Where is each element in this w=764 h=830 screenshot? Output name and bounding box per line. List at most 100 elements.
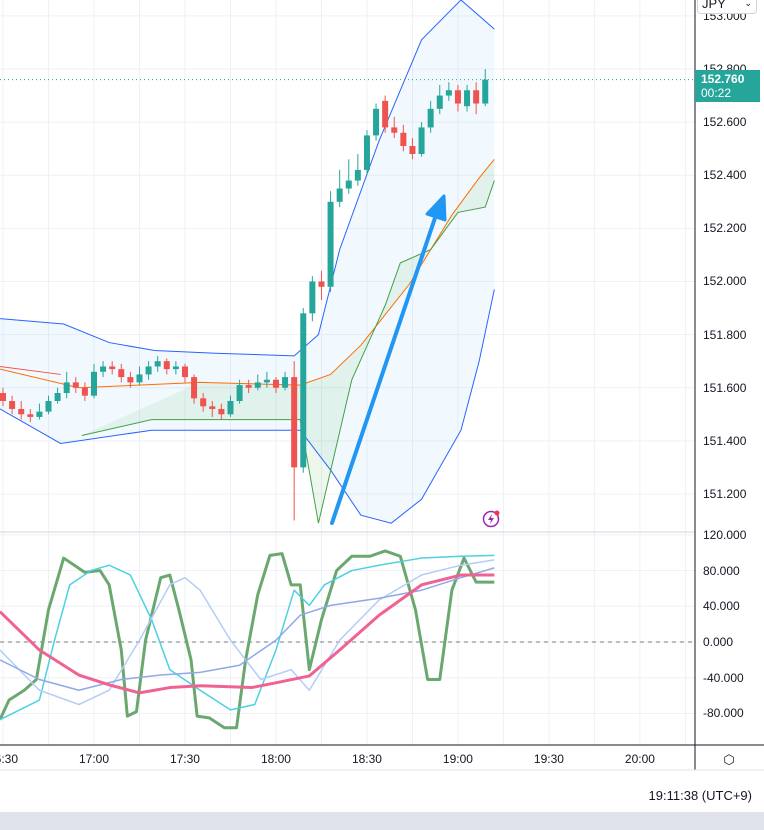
candle-body [482,79,489,104]
candle [172,361,179,375]
oscillator-tick-label: 40.000 [703,599,740,614]
candle [200,393,207,412]
candle [309,276,316,322]
candle [27,408,34,423]
candle [127,371,134,388]
candle-body [236,385,243,401]
candle-body [454,90,461,104]
oscillator-tick-label: 120.000 [703,527,747,542]
candle-body [63,382,70,394]
candle-body [473,90,480,104]
price-tick-label: 152.000 [703,274,747,289]
candle [291,361,298,521]
candle-body [354,169,361,181]
candle [163,358,170,375]
last-price-value: 152.760 [701,72,745,86]
candle-body [300,313,307,468]
price-tick-label: 151.800 [703,327,747,342]
candle [100,361,107,378]
grid [0,0,695,745]
candle [81,382,88,401]
candle [245,379,252,394]
time-tick-label: 19:30 [533,752,564,766]
candle-countdown: 00:22 [701,86,732,100]
candle [482,69,489,107]
candle-body [72,382,79,388]
time-tick-label: 17:00 [78,752,109,766]
candle-body [345,180,352,189]
candle-body [218,408,225,415]
candle-body [127,377,134,383]
currency-label: JPY [702,0,726,11]
price-tick-label: 152.400 [703,168,747,183]
candle [409,138,416,160]
candle-body [18,408,25,415]
candle [418,122,425,157]
candle [72,377,79,394]
candle-body [0,393,6,401]
candle [400,124,407,152]
candle-body [45,401,52,412]
candle [145,361,152,380]
candle [318,270,325,301]
candle-body [136,374,143,383]
candle [227,395,234,417]
candle [136,366,143,386]
candle [0,387,6,407]
candle-body [373,108,380,136]
time-tick-label: 17:30 [169,752,200,766]
time-tick-label: 20:00 [624,752,655,766]
gear-icon[interactable]: ⬡ [723,752,735,767]
candle-body [163,361,170,370]
candle-body [36,411,43,417]
candle [9,395,16,415]
bollinger-band-fill [0,0,495,524]
candle-body [464,90,471,107]
candle [436,84,443,115]
candle [327,191,334,293]
candle [282,371,289,391]
candle-body [90,371,97,396]
candle [36,403,43,420]
candle [18,401,25,420]
oscillator-line-green [0,549,495,730]
candle-body [263,379,270,383]
candle-body [327,201,334,287]
candle [181,363,188,383]
candle-body [436,95,443,109]
candle [109,361,116,375]
time-tick-label: 18:00 [260,752,291,766]
price-tick-label: 151.600 [703,380,747,395]
candle [272,377,279,394]
candle [236,379,243,404]
candle [63,371,70,399]
candle [354,153,361,186]
candle [345,159,352,194]
candle [473,82,480,115]
price-tick-label: 151.400 [703,433,747,448]
price-tick-label: 152.200 [703,221,747,236]
candle-body [227,401,234,415]
oscillator-tick-label: -40.000 [703,670,744,685]
candles [0,69,489,521]
currency-selector[interactable]: JPY ⌄ [697,0,757,14]
candle [391,116,398,139]
candle [373,103,380,141]
candle [336,169,343,208]
candle [118,363,125,383]
candle-body [318,281,325,287]
oscillator-tick-label: 0.000 [703,635,734,649]
candle [454,84,461,112]
trend-arrow[interactable] [330,194,447,525]
candle [209,401,216,417]
candle-body [81,387,88,396]
candle-body [191,377,198,399]
candle [363,130,370,176]
lightning-icon[interactable] [482,510,500,528]
candle-body [409,146,416,154]
candle [191,374,198,404]
candle-body [200,398,207,407]
price-tick-label: 152.600 [703,115,747,130]
oscillator-line-cyan [0,554,495,721]
